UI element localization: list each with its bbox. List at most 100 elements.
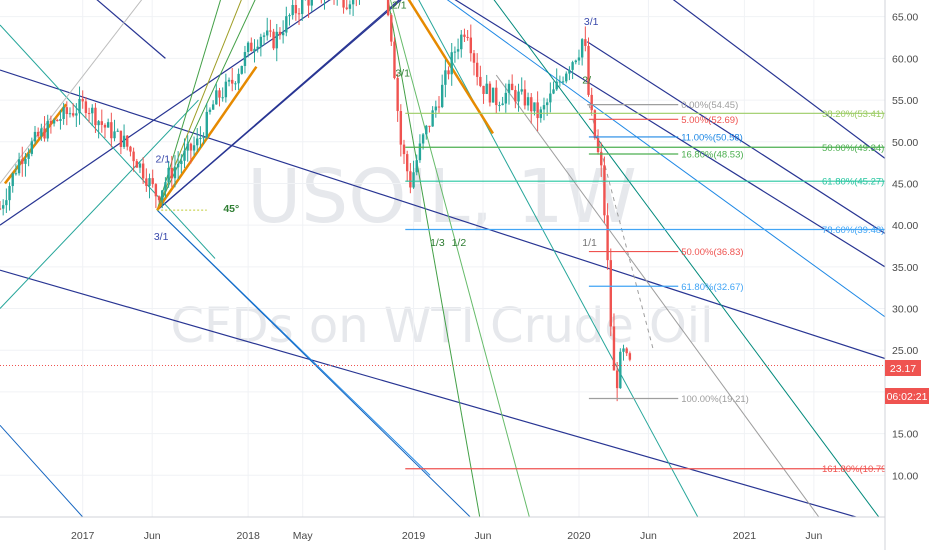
candle-body bbox=[91, 107, 94, 114]
candle-body bbox=[619, 351, 622, 389]
gann-label: 3/1 bbox=[584, 16, 599, 28]
candle-body bbox=[625, 348, 628, 354]
candle-body bbox=[552, 89, 555, 94]
trend-segment bbox=[407, 0, 495, 135]
candle-body bbox=[167, 167, 170, 183]
candle-body bbox=[488, 83, 492, 103]
trendline bbox=[0, 24, 216, 259]
candle-body bbox=[294, 5, 298, 14]
x-tick-label: Jun bbox=[640, 530, 657, 542]
candle-body bbox=[584, 39, 587, 46]
gann-label: 2/1 bbox=[392, 0, 407, 11]
candle-body bbox=[119, 130, 123, 147]
watermark-description: CFDs on WTI Crude Oil bbox=[171, 298, 714, 354]
candle-body bbox=[14, 173, 18, 175]
candle-body bbox=[205, 111, 208, 138]
candle-body bbox=[351, 0, 355, 5]
candle-body bbox=[536, 102, 539, 119]
candle-body bbox=[269, 30, 272, 32]
countdown-tag bbox=[885, 388, 929, 404]
candle-body bbox=[393, 41, 396, 79]
trendline bbox=[0, 0, 143, 184]
y-tick-label: 25.00 bbox=[892, 345, 918, 357]
candle-body bbox=[94, 107, 97, 126]
candle-body bbox=[590, 94, 593, 111]
candle-body bbox=[479, 76, 482, 86]
candle-body bbox=[110, 122, 113, 139]
candle-body bbox=[520, 89, 523, 92]
candle-body bbox=[259, 36, 263, 47]
candle-body bbox=[237, 73, 240, 84]
candle-body bbox=[348, 4, 352, 9]
candle-body bbox=[189, 143, 193, 151]
countdown-value: 06:02:21 bbox=[887, 391, 928, 403]
y-tick-label: 40.00 bbox=[892, 220, 918, 232]
candle-body bbox=[68, 113, 72, 115]
fib-level-label: 50.00%(49.34) bbox=[822, 143, 884, 154]
candle-body bbox=[345, 7, 348, 9]
candle-body bbox=[0, 208, 2, 210]
gann-label: 2/1 bbox=[155, 154, 170, 166]
candles bbox=[0, 0, 632, 402]
candle-body bbox=[577, 57, 581, 61]
candle-body bbox=[5, 200, 8, 206]
candle-body bbox=[453, 51, 457, 53]
candle-body bbox=[533, 102, 536, 112]
candle-body bbox=[199, 137, 202, 139]
candle-body bbox=[49, 121, 53, 124]
candle-body bbox=[103, 124, 107, 128]
candle-body bbox=[425, 125, 428, 135]
candle-body bbox=[530, 97, 533, 112]
candle-body bbox=[145, 178, 148, 186]
candle-body bbox=[555, 81, 558, 90]
candle-body bbox=[33, 131, 37, 142]
candle-body bbox=[52, 119, 56, 124]
y-tick-label: 10.00 bbox=[892, 470, 918, 482]
watermark-symbol: USOIL, 1W bbox=[247, 154, 637, 240]
candle-body bbox=[475, 62, 479, 77]
candle-body bbox=[183, 150, 186, 161]
trendline bbox=[0, 0, 331, 226]
candle-body bbox=[510, 83, 514, 91]
candle-body bbox=[428, 125, 431, 127]
candle-body bbox=[21, 159, 24, 164]
candle-body bbox=[11, 173, 14, 187]
candle-body bbox=[132, 151, 135, 162]
candle-body bbox=[495, 87, 498, 106]
candle-body bbox=[97, 121, 100, 126]
candle-body bbox=[246, 42, 250, 53]
trendline bbox=[0, 424, 84, 517]
candle-body bbox=[523, 89, 527, 106]
trendline bbox=[0, 69, 885, 360]
candle-body bbox=[434, 106, 438, 111]
y-tick-label: 55.00 bbox=[892, 95, 918, 107]
candle-body bbox=[176, 164, 180, 168]
candle-body bbox=[545, 102, 549, 106]
candle-body bbox=[622, 348, 625, 352]
gann-label: 1/1 bbox=[582, 237, 597, 249]
candle-body bbox=[288, 15, 291, 17]
trendline bbox=[586, 41, 885, 234]
grid bbox=[0, 0, 885, 517]
candle-body bbox=[100, 121, 103, 125]
candle-body bbox=[173, 167, 177, 179]
x-tick-label: Jun bbox=[805, 530, 822, 542]
trendline bbox=[446, 0, 885, 318]
candle-body bbox=[456, 49, 460, 52]
candle-body bbox=[135, 161, 138, 168]
y-tick-label: 65.00 bbox=[892, 12, 918, 24]
price-tags: 23.17 06:02:21 bbox=[885, 360, 929, 404]
fib-level-label: 0.00%(54.45) bbox=[681, 100, 738, 111]
plot-area[interactable]: 0.00%(54.45) 38.20%(53.41) 5.00%(52.69) 11.… bbox=[0, 0, 890, 550]
candle-body bbox=[396, 78, 399, 112]
fib-level-label: 38.20%(53.41) bbox=[822, 109, 884, 120]
candle-body bbox=[30, 141, 34, 154]
candle-body bbox=[405, 154, 409, 172]
candle-body bbox=[517, 91, 520, 102]
candle-body bbox=[469, 37, 473, 54]
candle-body bbox=[116, 130, 119, 132]
candle-body bbox=[600, 152, 603, 166]
